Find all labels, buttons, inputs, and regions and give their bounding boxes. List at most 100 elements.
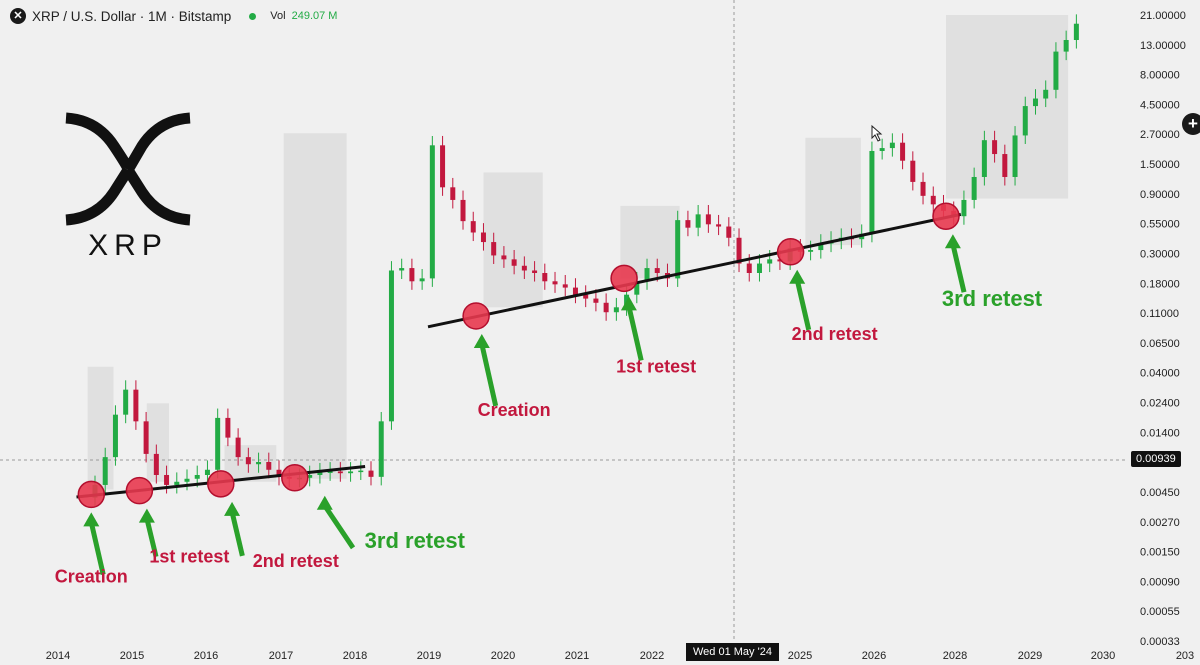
y-tick-label: 0.90000 [1140,189,1180,201]
annotation-arrow [479,343,499,407]
chart-header: ✕ XRP / U.S. Dollar · 1M · Bitstamp Vol … [10,8,337,24]
pointer-cursor-icon [871,124,883,142]
x-tick-label: 2021 [565,650,589,662]
candle-body [1053,51,1059,90]
retest-circle [125,476,154,505]
x-tick-label: 2018 [343,650,367,662]
candle-body [1073,23,1079,41]
candle-body [542,272,548,282]
candle-body [726,226,732,238]
x-tick-label: 203 [1176,650,1194,662]
annotation-label: 3rd retest [365,528,466,553]
y-tick-label: 1.50000 [1140,159,1180,171]
candle-body [368,470,374,477]
candle-body [920,181,926,196]
annotation-arrowhead [316,495,333,510]
candle-body [204,469,210,475]
y-tick-label: 0.06500 [1140,338,1180,350]
annotation-label: 1st retest [149,547,229,567]
candle-body [1032,98,1038,107]
candle-body [225,417,231,438]
candle-body [348,471,354,474]
annotation-arrowhead [83,512,100,527]
annotation-label: Creation [55,566,128,586]
candle-body [879,148,885,151]
volume-value: 249.07 M [291,10,338,22]
xrp-logo: XRP [65,112,191,262]
y-tick-label: 8.00000 [1140,70,1180,82]
candle-body [112,414,118,458]
y-tick-label: 0.00150 [1140,547,1180,559]
annotation-arrowhead [789,269,806,284]
candle-body [480,232,486,243]
candle-body [603,302,609,313]
candle-body [654,268,660,273]
candle-body [808,250,814,252]
candle-body [419,278,425,282]
candle-body [593,298,599,303]
annotation-arrowhead [224,501,241,516]
y-tick-label: 13.00000 [1140,40,1186,52]
candle-body [521,265,527,271]
y-tick-label: 0.18000 [1140,278,1180,290]
x-tick-label: 2017 [269,650,293,662]
candle-body [358,470,364,473]
retest-circle [932,202,960,230]
candle-body [971,176,977,200]
candle-body [716,224,722,227]
candle-body [1012,135,1018,177]
x-tick-label: 2022 [640,650,664,662]
logo-stroke-bottom [65,167,191,226]
candle-body [327,471,333,473]
status-dot-icon [249,12,257,20]
symbol-title[interactable]: XRP / U.S. Dollar · 1M · Bitstamp [32,8,232,24]
candle-body [317,472,323,475]
candle-body [399,268,405,271]
candle-body [613,307,619,313]
candle-body [930,195,936,205]
logo-text: XRP [88,229,168,262]
candle-body [583,294,589,299]
candle-body [869,150,875,234]
candle-body [981,140,987,177]
retest-circle [610,264,638,293]
x-tick-label: 2014 [46,650,70,662]
candle-body [1043,89,1049,99]
crosshair-price-label: 0.00939 [1131,451,1181,467]
candle-body [1002,154,1008,177]
candle-body [532,270,538,273]
candle-body [245,457,251,465]
add-plus-icon[interactable]: + [1182,113,1200,135]
candle-body [143,421,149,454]
annotation-label: 2nd retest [253,551,339,571]
candle-body [756,263,762,273]
y-tick-label: 2.70000 [1140,129,1180,141]
annotation-arrow [626,305,644,361]
annotation-label: 3rd retest [942,286,1043,311]
annotation-arrow [794,279,812,331]
candle-body [562,284,568,288]
retest-circle [77,480,106,509]
candle-body [552,281,558,285]
range-zone [146,403,169,482]
x-tick-label: 2025 [788,650,812,662]
candle-body [388,270,394,422]
candle-body [705,214,711,225]
candle-body [429,145,435,279]
y-tick-label: 0.01400 [1140,427,1180,439]
candle-body [634,281,640,295]
x-close-icon[interactable]: ✕ [10,8,26,24]
x-tick-label: 2026 [862,650,886,662]
candle-body [889,142,895,149]
annotation-arrowhead [138,508,155,523]
candle-body [746,263,752,273]
y-tick-label: 0.00450 [1140,487,1180,499]
crosshair-date-label: Wed 01 May '24 [686,643,779,661]
candle-body [174,481,180,485]
range-zone [87,366,114,490]
x-tick-label: 2016 [194,650,218,662]
candle-body [900,142,906,161]
candle-body [153,453,159,475]
